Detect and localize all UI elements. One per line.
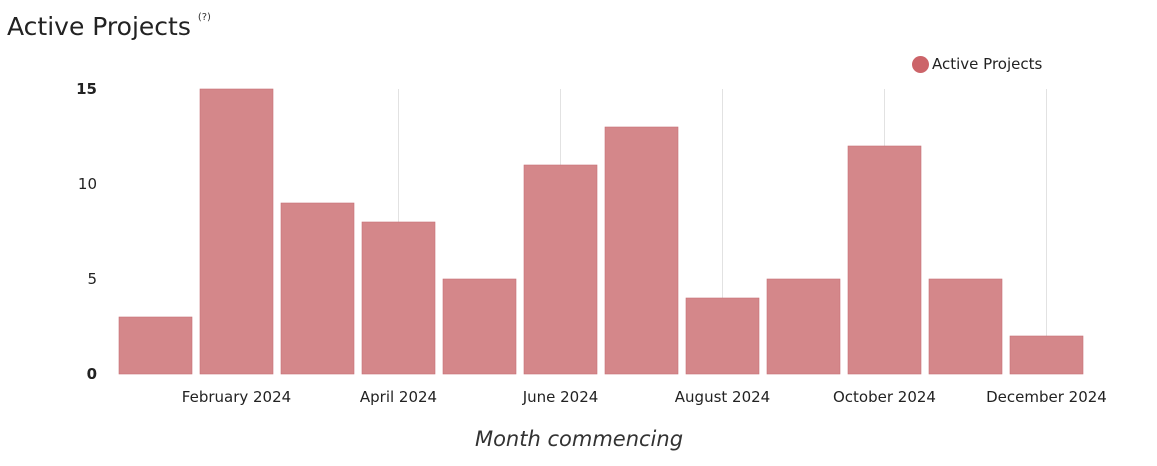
y-tick-label: 15 <box>76 80 97 98</box>
legend-label: Active Projects <box>932 55 1043 73</box>
page-title: Active Projects <box>7 12 191 41</box>
chart-header: Active Projects (?) <box>7 8 211 46</box>
help-icon[interactable]: (?) <box>197 12 211 23</box>
y-tick-label: 0 <box>87 365 97 383</box>
bar[interactable] <box>442 278 517 375</box>
legend-swatch-icon <box>912 55 929 73</box>
y-tick-label: 10 <box>78 175 97 193</box>
bar[interactable] <box>604 126 679 375</box>
x-axis-label: Month commencing <box>475 427 683 451</box>
bar[interactable] <box>199 88 274 375</box>
bar[interactable] <box>847 145 922 375</box>
legend[interactable]: Active Projects <box>912 55 1042 73</box>
bar[interactable] <box>928 278 1003 375</box>
x-tick-label: October 2024 <box>833 388 936 406</box>
bar[interactable] <box>1009 335 1084 375</box>
bar[interactable] <box>361 221 436 375</box>
x-tick-label: August 2024 <box>675 388 770 406</box>
x-tick-label: February 2024 <box>182 388 291 406</box>
x-axis-ticks: February 2024 April 2024 June 2024 August 2… <box>182 388 1107 406</box>
bars <box>118 88 1084 375</box>
bar[interactable] <box>685 297 760 375</box>
bar[interactable] <box>118 316 193 375</box>
x-tick-label: April 2024 <box>360 388 437 406</box>
x-tick-label: December 2024 <box>986 388 1107 406</box>
bar[interactable] <box>523 164 598 375</box>
y-axis-ticks: 0 5 10 15 <box>76 80 97 383</box>
bar[interactable] <box>280 202 355 375</box>
y-tick-label: 5 <box>87 270 97 288</box>
bar[interactable] <box>766 278 841 375</box>
x-tick-label: June 2024 <box>522 388 599 406</box>
